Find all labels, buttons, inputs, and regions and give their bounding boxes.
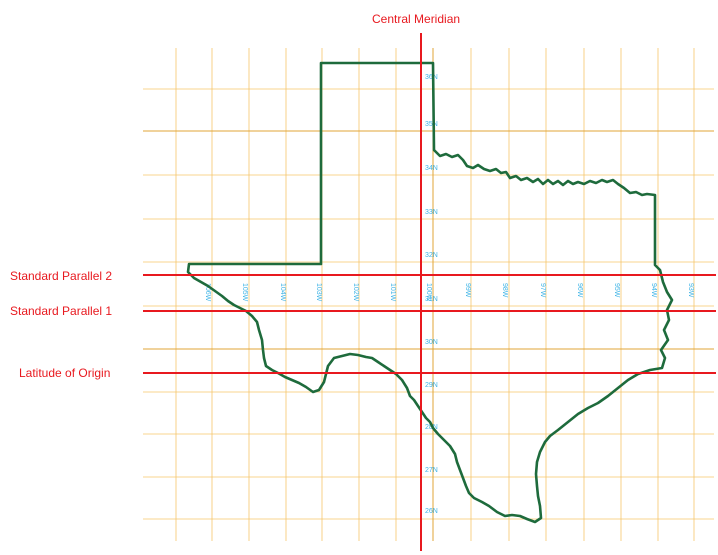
longitude-label: 101W	[389, 283, 396, 302]
longitude-label: 95W	[613, 283, 620, 298]
standard-parallel-2-label: Standard Parallel 2	[10, 269, 113, 283]
latitude-label: 35N	[425, 121, 438, 128]
latitude-label: 33N	[425, 209, 438, 216]
longitude-label: 96W	[576, 283, 583, 298]
longitude-label: 102W	[352, 283, 359, 302]
latitude-label: 34N	[425, 165, 438, 172]
latitude-label: 29N	[425, 382, 438, 389]
longitude-label: 106W	[204, 283, 211, 302]
latitude-of-origin-label: Latitude of Origin	[19, 366, 111, 380]
latitude-label: 31N	[425, 296, 438, 303]
latitude-label: 36N	[425, 74, 438, 81]
central-meridian-label: Central Meridian	[372, 12, 461, 26]
projection-lines	[143, 33, 716, 551]
longitude-label: 104W	[279, 283, 286, 302]
longitude-label: 98W	[501, 283, 508, 298]
longitude-label: 99W	[464, 283, 471, 298]
graticule-grid	[143, 48, 714, 541]
latitude-label: 30N	[425, 339, 438, 346]
latitude-label: 32N	[425, 252, 438, 259]
texas-outline	[186, 61, 674, 524]
longitude-label: 94W	[650, 283, 657, 298]
latitude-label: 26N	[425, 508, 438, 515]
latitude-label: 27N	[425, 467, 438, 474]
longitude-label: 100W	[425, 283, 432, 302]
longitude-label: 105W	[241, 283, 248, 302]
longitude-label: 93W	[687, 283, 694, 298]
longitude-label: 103W	[315, 283, 322, 302]
standard-parallel-1-label: Standard Parallel 1	[10, 304, 113, 318]
longitude-labels: 106W 105W 104W 103W 102W 101W 100W 99W 98W 97W 96W…	[204, 283, 694, 302]
longitude-label: 97W	[539, 283, 546, 298]
